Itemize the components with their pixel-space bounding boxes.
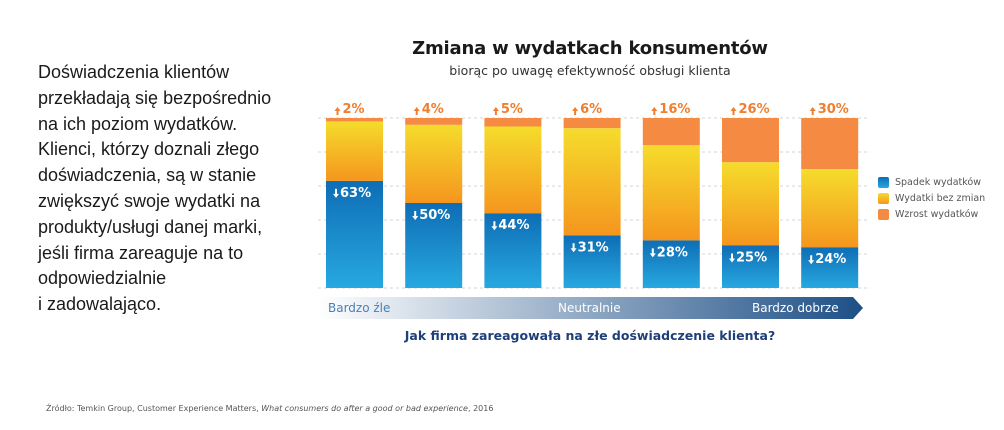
arrow-down-icon [729, 253, 735, 263]
decrease-value: 25% [736, 251, 767, 266]
intro-line: zwiększyć swoje wydatki na [38, 190, 261, 211]
chart-legend: Spadek wydatków Wydatki bez zmian Wzrost… [878, 174, 985, 222]
scale-arrow-shape [318, 297, 863, 319]
intro-line: na ich poziom wydatków. [38, 113, 238, 134]
arrow-down-icon [570, 243, 577, 253]
increase-label: 16% [651, 102, 690, 117]
bar-segment-increase [484, 118, 542, 127]
bar-segment-nochange [326, 121, 383, 181]
intro-line: i zadowalająco. [38, 294, 162, 315]
intro-line: jeśli firma zareaguje na to [38, 242, 244, 263]
bar-segment-increase [405, 118, 463, 125]
decrease-label: 28% [649, 245, 688, 260]
arrow-down-icon [333, 188, 339, 198]
bar-segment-nochange [801, 169, 859, 248]
intro-line: odpowiedzialnie [38, 268, 167, 289]
arrow-down-icon [491, 221, 498, 231]
intro-paragraph: Doświadczenia klientów przekładają się b… [38, 60, 308, 318]
arrow-up-icon [413, 107, 420, 115]
decrease-value: 31% [578, 240, 609, 255]
source-note: Źródło: Temkin Group, Customer Experienc… [46, 404, 493, 413]
arrow-up-icon [809, 107, 816, 115]
decrease-value: 63% [340, 186, 371, 201]
increase-value: 26% [739, 102, 770, 117]
increase-label: 26% [730, 102, 770, 117]
bar-segment-decrease [722, 245, 779, 288]
legend-label: Spadek wydatków [895, 176, 981, 188]
arrow-up-icon [572, 107, 579, 115]
chart-title: Zmiana w wydatkach konsumentów [412, 38, 768, 59]
decrease-label: 44% [491, 218, 530, 233]
bar-segment-increase [326, 118, 383, 122]
bar-segment-decrease [801, 247, 859, 288]
increase-value: 30% [818, 102, 849, 117]
bar-segment-decrease [326, 180, 383, 288]
decrease-label: 25% [729, 251, 767, 266]
bar-segment-nochange [405, 124, 463, 203]
bar-segment-increase [722, 118, 779, 163]
increase-value: 6% [580, 102, 602, 117]
increase-value: 4% [422, 102, 444, 117]
decrease-value: 24% [815, 252, 846, 267]
arrow-up-icon [651, 107, 658, 115]
legend-item-increase: Wzrost wydatków [878, 206, 985, 222]
arrow-up-icon [730, 107, 737, 115]
intro-line: produkty/usługi danej marki, [38, 216, 263, 237]
increase-value: 16% [659, 102, 690, 117]
increase-label: 30% [809, 102, 849, 117]
arrow-up-icon [492, 107, 499, 115]
response-scale-arrow: Bardzo źle Neutralnie Bardzo dobrze [318, 297, 863, 319]
decrease-label: 63% [333, 186, 371, 201]
scale-label-very-bad: Bardzo źle [328, 301, 391, 315]
decrease-value: 44% [498, 218, 529, 233]
decrease-label: 31% [570, 240, 609, 255]
arrow-up-icon [334, 107, 341, 115]
decrease-value: 50% [419, 208, 450, 223]
scale-label-neutral: Neutralnie [558, 301, 621, 315]
increase-value: 2% [343, 102, 365, 117]
source-prefix: Źródło: Temkin Group, Customer Experienc… [46, 404, 262, 413]
arrow-down-icon [649, 248, 656, 258]
bar-segment-increase [563, 118, 621, 129]
legend-swatch-increase [878, 208, 889, 220]
intro-line: Doświadczenia klientów [38, 62, 230, 82]
legend-swatch-nochange [878, 192, 889, 204]
bar-segment-nochange [484, 126, 542, 214]
bar-segment-nochange [642, 145, 700, 241]
decrease-label: 50% [412, 208, 450, 223]
arrow-down-icon [808, 255, 815, 265]
bar-segment-nochange [722, 162, 779, 246]
bar-segment-nochange [563, 128, 621, 236]
source-suffix: , 2016 [467, 404, 494, 413]
legend-label: Wydatki bez zmian [895, 192, 986, 204]
bar-segment-increase [642, 118, 700, 146]
intro-line: przekładają się bezpośrednio [38, 87, 272, 108]
source-title: What consumers do after a good or bad ex… [261, 404, 468, 413]
scale-label-very-good: Bardzo dobrze [752, 301, 839, 315]
increase-label: 4% [413, 102, 444, 117]
arrow-down-icon [412, 211, 419, 220]
bar-segment-decrease [642, 240, 700, 288]
increase-value: 5% [501, 102, 523, 117]
x-axis-question: Jak firma zareagowała na złe doświadczen… [404, 328, 776, 343]
bar-segment-increase [801, 118, 859, 169]
legend-item-nochange: Wydatki bez zmian [878, 190, 985, 206]
legend-label: Wzrost wydatków [895, 208, 979, 220]
increase-label: 2% [334, 102, 365, 117]
intro-line: doświadczenia, są w stanie [38, 165, 257, 186]
decrease-label: 24% [808, 252, 846, 267]
intro-line: Klienci, którzy doznali złego [38, 139, 260, 160]
increase-label: 5% [492, 102, 523, 117]
chart-subtitle: biorąc po uwagę efektywność obsługi klie… [449, 63, 731, 78]
decrease-value: 28% [657, 245, 688, 260]
legend-item-decrease: Spadek wydatków [878, 174, 985, 190]
legend-swatch-decrease [878, 176, 889, 188]
increase-label: 6% [572, 102, 602, 117]
